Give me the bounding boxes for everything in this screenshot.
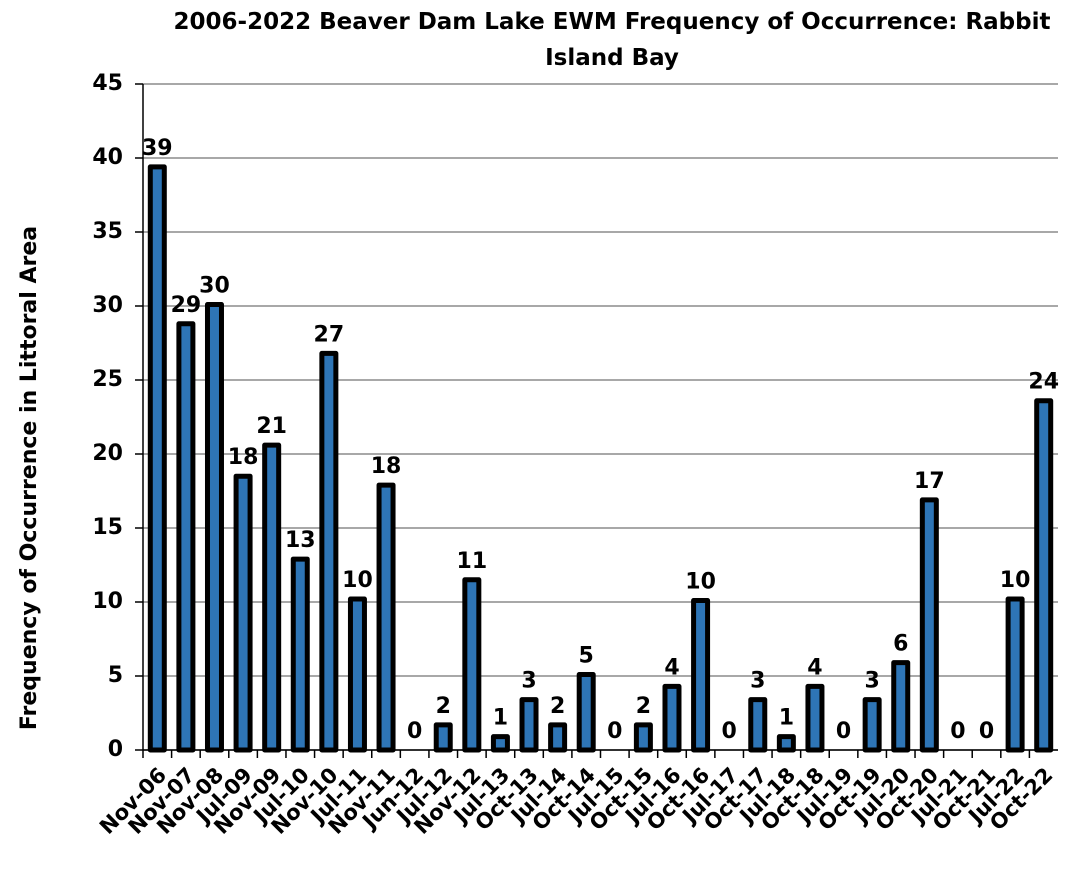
data-label: 2 <box>550 694 565 719</box>
bar <box>748 697 768 753</box>
data-label: 0 <box>979 719 994 744</box>
data-label: 0 <box>950 719 965 744</box>
bar <box>891 660 911 753</box>
data-label: 5 <box>579 644 594 669</box>
data-label: 24 <box>1028 370 1059 395</box>
data-label: 39 <box>142 136 173 161</box>
data-label: 3 <box>521 669 536 694</box>
bar <box>633 722 653 753</box>
bar <box>490 734 510 753</box>
bar <box>805 683 825 753</box>
y-tick-label: 40 <box>92 145 123 170</box>
data-label: 11 <box>457 549 488 574</box>
bar <box>176 321 196 753</box>
data-label: 10 <box>1000 568 1031 593</box>
bar <box>548 722 568 753</box>
bar <box>204 302 224 753</box>
bar <box>290 556 310 753</box>
y-tick-label: 5 <box>108 663 123 688</box>
data-label: 27 <box>314 322 345 347</box>
data-label: 10 <box>342 568 373 593</box>
data-label: 18 <box>228 445 259 470</box>
data-label: 0 <box>407 719 422 744</box>
bar <box>519 697 539 753</box>
bar <box>376 482 396 753</box>
y-tick-label: 25 <box>92 367 123 392</box>
data-label: 1 <box>493 706 508 731</box>
data-label: 2 <box>436 694 451 719</box>
data-label: 18 <box>371 454 402 479</box>
data-label: 4 <box>807 655 822 680</box>
data-label: 6 <box>893 632 908 657</box>
y-tick-label: 20 <box>92 441 123 466</box>
data-label: 3 <box>864 669 879 694</box>
bar <box>691 598 711 753</box>
data-label: 2 <box>636 694 651 719</box>
bar <box>462 577 482 753</box>
data-label: 13 <box>285 528 316 553</box>
chart-title: 2006-2022 Beaver Dam Lake EWM Frequency … <box>174 9 1051 71</box>
data-label: 21 <box>256 414 287 439</box>
bar <box>319 350 339 753</box>
data-label: 30 <box>199 274 230 299</box>
bar <box>147 164 167 753</box>
bar <box>433 722 453 753</box>
y-tick-label: 15 <box>92 515 123 540</box>
data-label: 1 <box>779 706 794 731</box>
data-label: 0 <box>836 719 851 744</box>
y-tick-label: 0 <box>108 737 123 762</box>
bar <box>919 497 939 753</box>
data-label: 3 <box>750 669 765 694</box>
data-label: 17 <box>914 469 945 494</box>
y-tick-label: 35 <box>92 219 123 244</box>
y-tick-label: 45 <box>92 71 123 96</box>
bar <box>576 672 596 753</box>
y-axis-label: Frequency of Occurrence in Littoral Area <box>17 226 42 730</box>
bar <box>262 442 282 753</box>
bar <box>233 473 253 753</box>
bar <box>862 697 882 753</box>
data-label: 4 <box>664 655 679 680</box>
data-label: 10 <box>685 570 716 595</box>
data-label: 0 <box>722 719 737 744</box>
bar <box>1034 398 1054 753</box>
data-label: 29 <box>171 293 202 318</box>
bar <box>662 683 682 753</box>
y-tick-label: 30 <box>92 293 123 318</box>
bar <box>1005 596 1025 753</box>
bar <box>776 734 796 753</box>
bar <box>347 596 367 753</box>
y-tick-label: 10 <box>92 589 123 614</box>
data-label: 0 <box>607 719 622 744</box>
